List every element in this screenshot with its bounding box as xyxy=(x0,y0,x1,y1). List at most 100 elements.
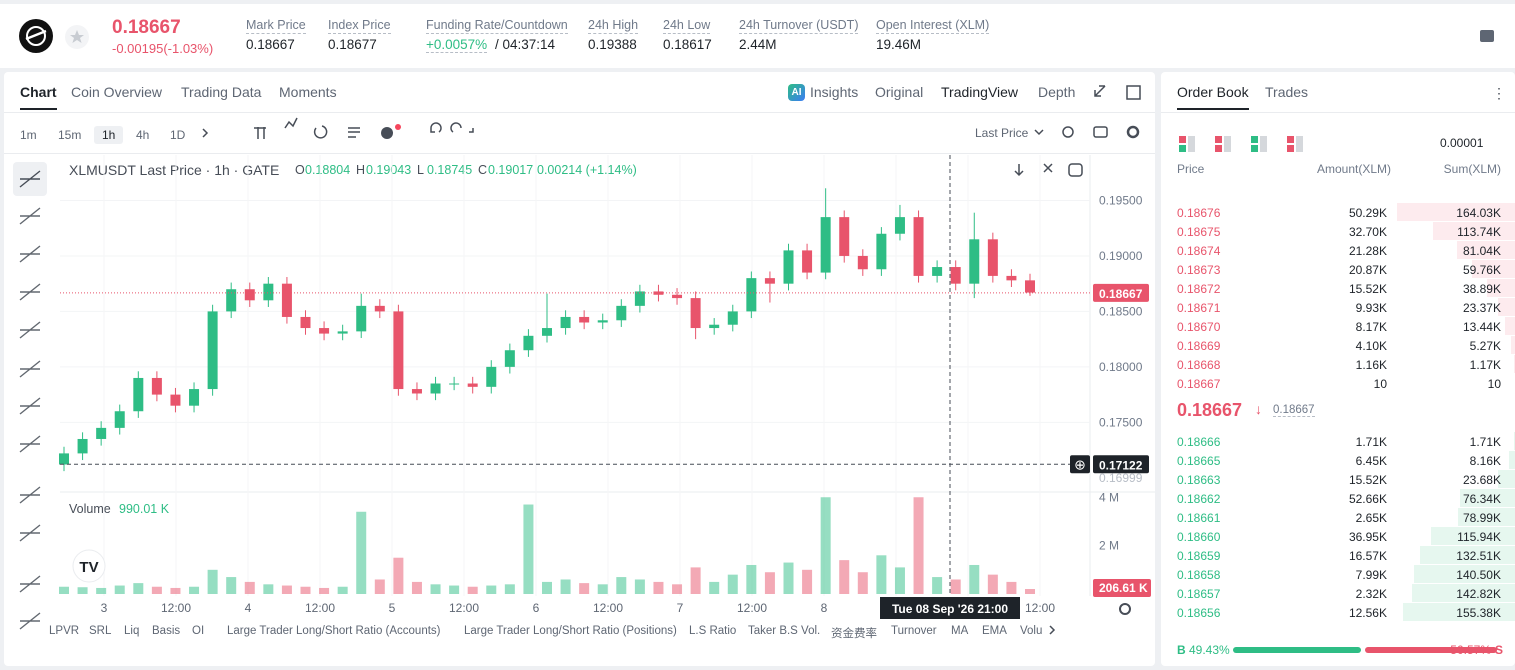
indicator[interactable]: Taker B.S Vol. xyxy=(748,625,821,637)
indicator[interactable]: Volu xyxy=(1020,625,1043,637)
camera-icon xyxy=(1093,126,1108,138)
stat-label: 24h Low xyxy=(663,18,711,34)
drawing-tool xyxy=(19,397,41,415)
row-amount: 2.65K xyxy=(1355,511,1387,525)
volume-title: Volume xyxy=(69,502,111,516)
depth-bar xyxy=(1509,451,1515,469)
interval[interactable]: 1h xyxy=(94,126,124,144)
view-tab[interactable]: Insights xyxy=(810,84,859,100)
candle-body xyxy=(207,311,218,390)
interval[interactable]: 1D xyxy=(170,128,186,142)
volume-bar xyxy=(987,574,998,594)
indicator[interactable]: 资金费率 xyxy=(831,628,877,640)
volume-bar xyxy=(393,557,404,594)
row-amount: 1.16K xyxy=(1355,358,1387,372)
legend-value: 0.18745 xyxy=(427,163,473,177)
row-sum: 5.27K xyxy=(1469,339,1501,353)
row-amount: 7.99K xyxy=(1355,568,1387,582)
tv-logo-bg xyxy=(72,549,106,583)
candle-body xyxy=(969,239,980,284)
divider xyxy=(4,112,1155,113)
row-sum: 13.44K xyxy=(1462,320,1501,334)
volume-bar xyxy=(170,587,181,594)
indicator[interactable]: LPVR xyxy=(49,625,80,637)
mid-mark: 0.18667 xyxy=(1273,404,1315,417)
depth-bar xyxy=(1511,336,1515,354)
toolbar-icon xyxy=(313,125,328,139)
view-mode[interactable] xyxy=(1251,136,1258,143)
view-tab[interactable]: Depth xyxy=(1038,84,1076,100)
view-tab[interactable]: TradingView xyxy=(941,84,1019,100)
depth-bar xyxy=(1413,565,1515,583)
precision[interactable]: 0.00001 xyxy=(1440,136,1484,150)
ob-tab[interactable]: Order Book xyxy=(1177,84,1249,110)
tab[interactable]: Coin Overview xyxy=(71,84,163,100)
row-price: 0.18663 xyxy=(1177,473,1221,487)
interval[interactable]: 1m xyxy=(20,128,37,142)
view-tab[interactable]: Original xyxy=(875,84,924,100)
indicator[interactable]: OI xyxy=(192,625,205,637)
divider xyxy=(4,153,1155,154)
volume-bar xyxy=(560,579,571,594)
last-price: 0.18667 xyxy=(112,17,181,38)
ratio-buy: 49.43% xyxy=(1189,643,1230,657)
candle-body xyxy=(486,366,497,387)
row-price: 0.18671 xyxy=(1177,301,1221,315)
drawing-tool xyxy=(19,283,41,301)
row-sum: 76.34K xyxy=(1462,492,1501,506)
extra-axis-label: 0.16999 xyxy=(1099,471,1143,485)
view-mode[interactable] xyxy=(1287,136,1294,143)
candle-body xyxy=(189,389,200,406)
candle-body xyxy=(1006,275,1017,281)
volume-bar xyxy=(746,564,757,594)
volume-bar xyxy=(839,560,850,594)
volume-bar xyxy=(59,586,69,594)
volume-bar xyxy=(653,581,664,594)
indicator[interactable]: Liq xyxy=(124,625,140,637)
volume-tick-label: 4 M xyxy=(1099,490,1119,504)
indicator[interactable]: L.S Ratio xyxy=(689,625,737,637)
row-price: 0.18666 xyxy=(1177,435,1221,449)
indicator[interactable]: SRL xyxy=(89,625,112,637)
candle-body xyxy=(504,350,515,367)
stat-extra: / 04:37:14 xyxy=(495,37,556,52)
view-mode[interactable] xyxy=(1215,136,1222,143)
axis-settings xyxy=(1119,603,1131,615)
candle-body xyxy=(77,438,88,454)
layout-icon[interactable] xyxy=(1478,27,1498,45)
collapse-icon xyxy=(1043,163,1053,173)
stat-value: 19.46M xyxy=(876,37,922,52)
y-tick-label: 0.18500 xyxy=(1099,304,1143,318)
row-amount: 21.28K xyxy=(1348,244,1387,258)
volume-bar xyxy=(1006,581,1017,594)
top-bar xyxy=(0,4,1515,68)
view-mode[interactable] xyxy=(1179,136,1186,143)
tab[interactable]: Chart xyxy=(20,84,57,110)
ratio-buy-letter: B xyxy=(1177,643,1186,657)
toolbar-icon xyxy=(430,122,442,133)
ob-tab[interactable]: Trades xyxy=(1265,84,1309,100)
interval[interactable]: 4h xyxy=(136,128,150,142)
col-price: Price xyxy=(1177,162,1205,176)
window-icon xyxy=(1126,85,1141,100)
tab[interactable]: Trading Data xyxy=(181,84,262,100)
indicator[interactable]: Large Trader Long/Short Ratio (Positions… xyxy=(464,625,677,637)
indicator[interactable]: Basis xyxy=(152,625,181,637)
favorite-star[interactable] xyxy=(64,24,90,50)
indicator[interactable]: MA xyxy=(951,625,969,637)
volume-bar xyxy=(96,587,107,594)
volume-bar xyxy=(77,587,88,594)
price-source[interactable]: Last Price xyxy=(975,126,1029,140)
indicator[interactable]: EMA xyxy=(982,625,1007,637)
interval[interactable]: 15m xyxy=(58,128,82,142)
indicator[interactable]: Turnover xyxy=(891,625,937,637)
row-sum: 115.94K xyxy=(1457,530,1501,544)
mid-price: 0.18667 xyxy=(1177,400,1243,420)
indicator[interactable]: Large Trader Long/Short Ratio (Accounts) xyxy=(227,625,441,637)
drawing-tool xyxy=(19,486,41,504)
row-amount: 1.71K xyxy=(1355,435,1387,449)
tab[interactable]: Moments xyxy=(279,84,337,100)
row-sum: 10 xyxy=(1487,377,1501,391)
volume-bar xyxy=(504,584,515,594)
row-amount: 15.52K xyxy=(1348,282,1387,296)
